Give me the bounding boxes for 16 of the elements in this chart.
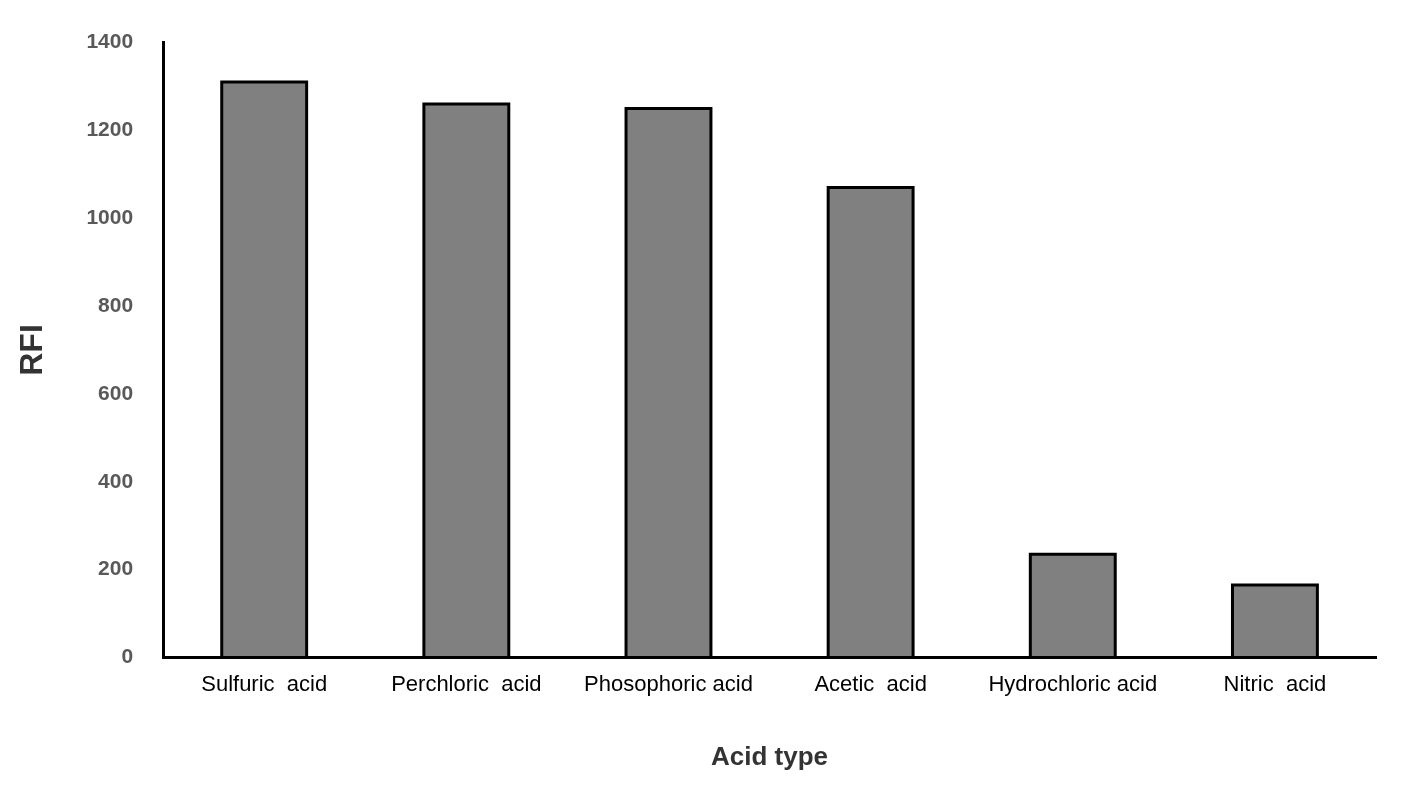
x-tick-label: Nitric acid <box>1223 670 1327 696</box>
x-tick-label: Sulfuric acid <box>201 670 328 696</box>
x-tick-label: Hydrochloric acid <box>988 670 1158 696</box>
y-tick-label: 400 <box>98 468 134 492</box>
x-axis-title: Acid type <box>711 740 829 771</box>
y-tick-label: 1000 <box>86 205 134 229</box>
x-tick-label: Perchloric acid <box>391 670 542 696</box>
y-tick-label: 800 <box>98 292 134 316</box>
y-tick-label: 1200 <box>86 117 134 141</box>
x-tick-label: Phosophoric acid <box>584 670 753 696</box>
y-tick-label: 0 <box>121 644 134 668</box>
y-tick-label: 1400 <box>86 29 134 53</box>
y-axis-title: RFI <box>13 324 50 376</box>
y-tick-label: 600 <box>98 380 134 404</box>
y-tick-label: 200 <box>98 556 134 580</box>
x-tick-label: Acetic acid <box>814 670 927 696</box>
